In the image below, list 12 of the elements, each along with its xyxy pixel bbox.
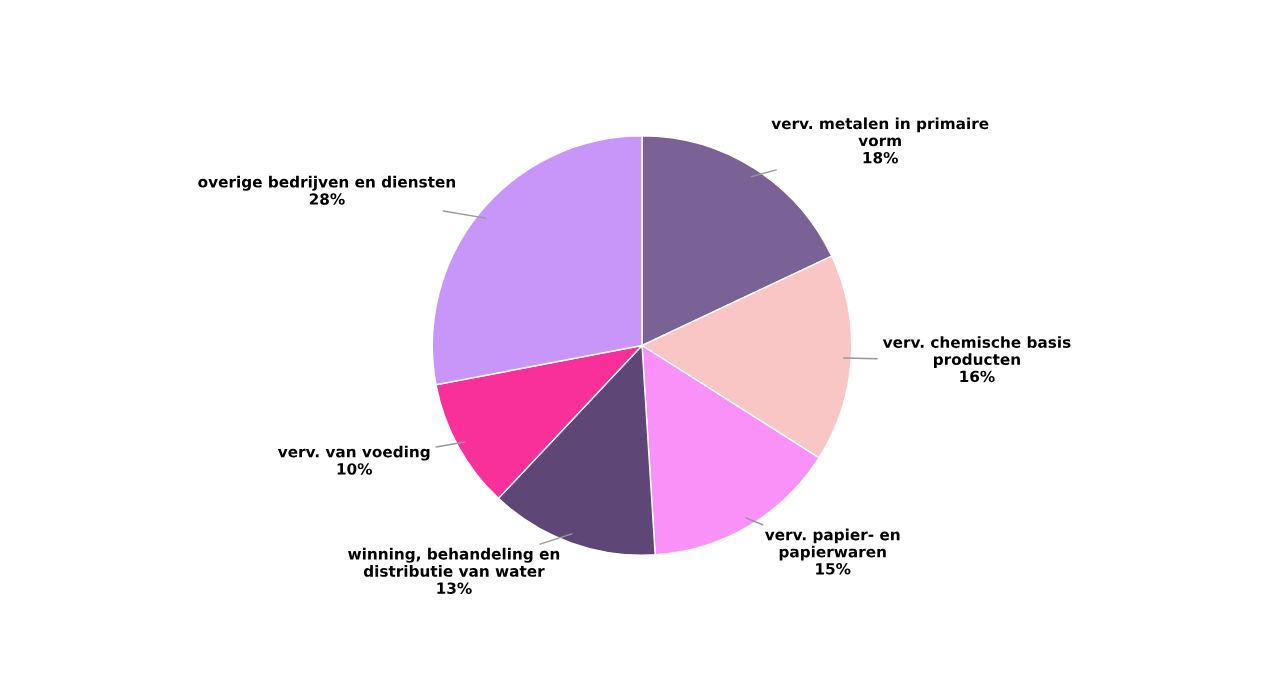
- data-label: 10%: [337, 463, 373, 475]
- data-label: 16%: [960, 370, 995, 383]
- slice-label: verv. metalen in primaire vorm: [771, 117, 989, 147]
- slice-label: overige bedrijven en diensten: [198, 175, 456, 191]
- slice-label: verv. van voeding: [277, 445, 430, 461]
- slice-label: verv. chemische basis producten: [882, 336, 1071, 369]
- data-label: 28%: [309, 193, 345, 205]
- data-label: 13%: [437, 582, 472, 594]
- data-label: 15%: [816, 563, 851, 575]
- slice-label: verv. papier- en papierwaren: [764, 528, 900, 561]
- data-label: 18%: [863, 151, 898, 164]
- slice-label: winning, behandeling en distributie van water: [348, 547, 560, 577]
